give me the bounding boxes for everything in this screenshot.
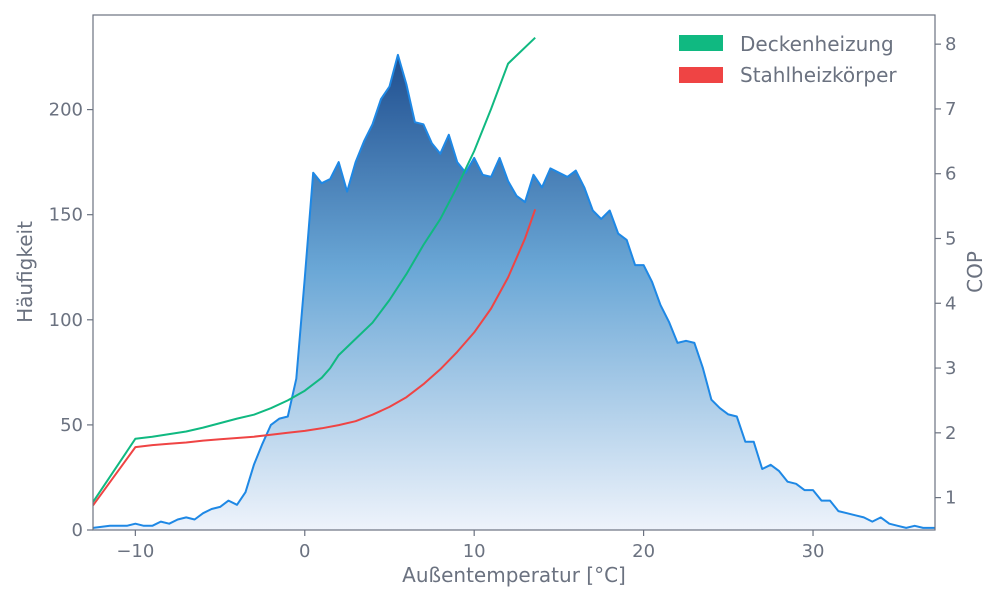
y-right-axis-label: COP — [963, 251, 987, 293]
plot-frame — [92, 14, 936, 531]
x-tick-label: 30 — [802, 541, 825, 562]
histogram-line — [93, 53, 935, 529]
legend-label-stahlheizkoerper: Stahlheizkörper — [740, 63, 897, 87]
series-line-stahlheizkoerper — [93, 208, 537, 506]
y-left-axis-label: Häufigkeit — [13, 221, 37, 323]
y-right-tick-label: 3 — [945, 358, 956, 379]
x-axis-ticks: −10 0 10 20 30 — [116, 530, 824, 562]
plot-area — [92, 14, 936, 531]
legend-swatch-deckenheizung — [679, 35, 723, 51]
x-tick-label: 10 — [463, 541, 486, 562]
y-right-tick-label: 2 — [945, 423, 956, 444]
y-right-tick-label: 6 — [945, 164, 956, 185]
y-right-tick-label: 5 — [945, 228, 956, 249]
legend-label-deckenheizung: Deckenheizung — [740, 32, 894, 56]
x-tick-label: 20 — [632, 541, 655, 562]
histogram-layer — [93, 53, 935, 530]
cop-lines-layer — [93, 36, 537, 506]
y-right-tick-label: 8 — [945, 34, 956, 55]
x-tick-label: 0 — [299, 541, 310, 562]
y-left-tick-label: 200 — [49, 100, 83, 121]
y-left-tick-label: 150 — [49, 205, 83, 226]
x-tick-label: −10 — [116, 541, 154, 562]
y-right-axis-ticks: 1 2 3 4 5 6 7 8 — [935, 34, 956, 509]
x-axis-label: Außentemperatur [°C] — [402, 563, 626, 587]
legend: Deckenheizung Stahlheizkörper — [679, 32, 897, 87]
y-left-axis-ticks: 0 50 100 150 200 — [49, 100, 93, 541]
legend-swatch-stahlheizkoerper — [679, 67, 723, 83]
y-left-tick-label: 100 — [49, 310, 83, 331]
y-left-tick-label: 0 — [72, 520, 83, 541]
y-right-tick-label: 4 — [945, 293, 956, 314]
y-right-tick-label: 7 — [945, 99, 956, 120]
y-right-tick-label: 1 — [945, 488, 956, 509]
y-left-tick-label: 50 — [60, 415, 83, 436]
series-line-deckenheizung — [93, 36, 536, 503]
histogram-area — [93, 54, 935, 530]
